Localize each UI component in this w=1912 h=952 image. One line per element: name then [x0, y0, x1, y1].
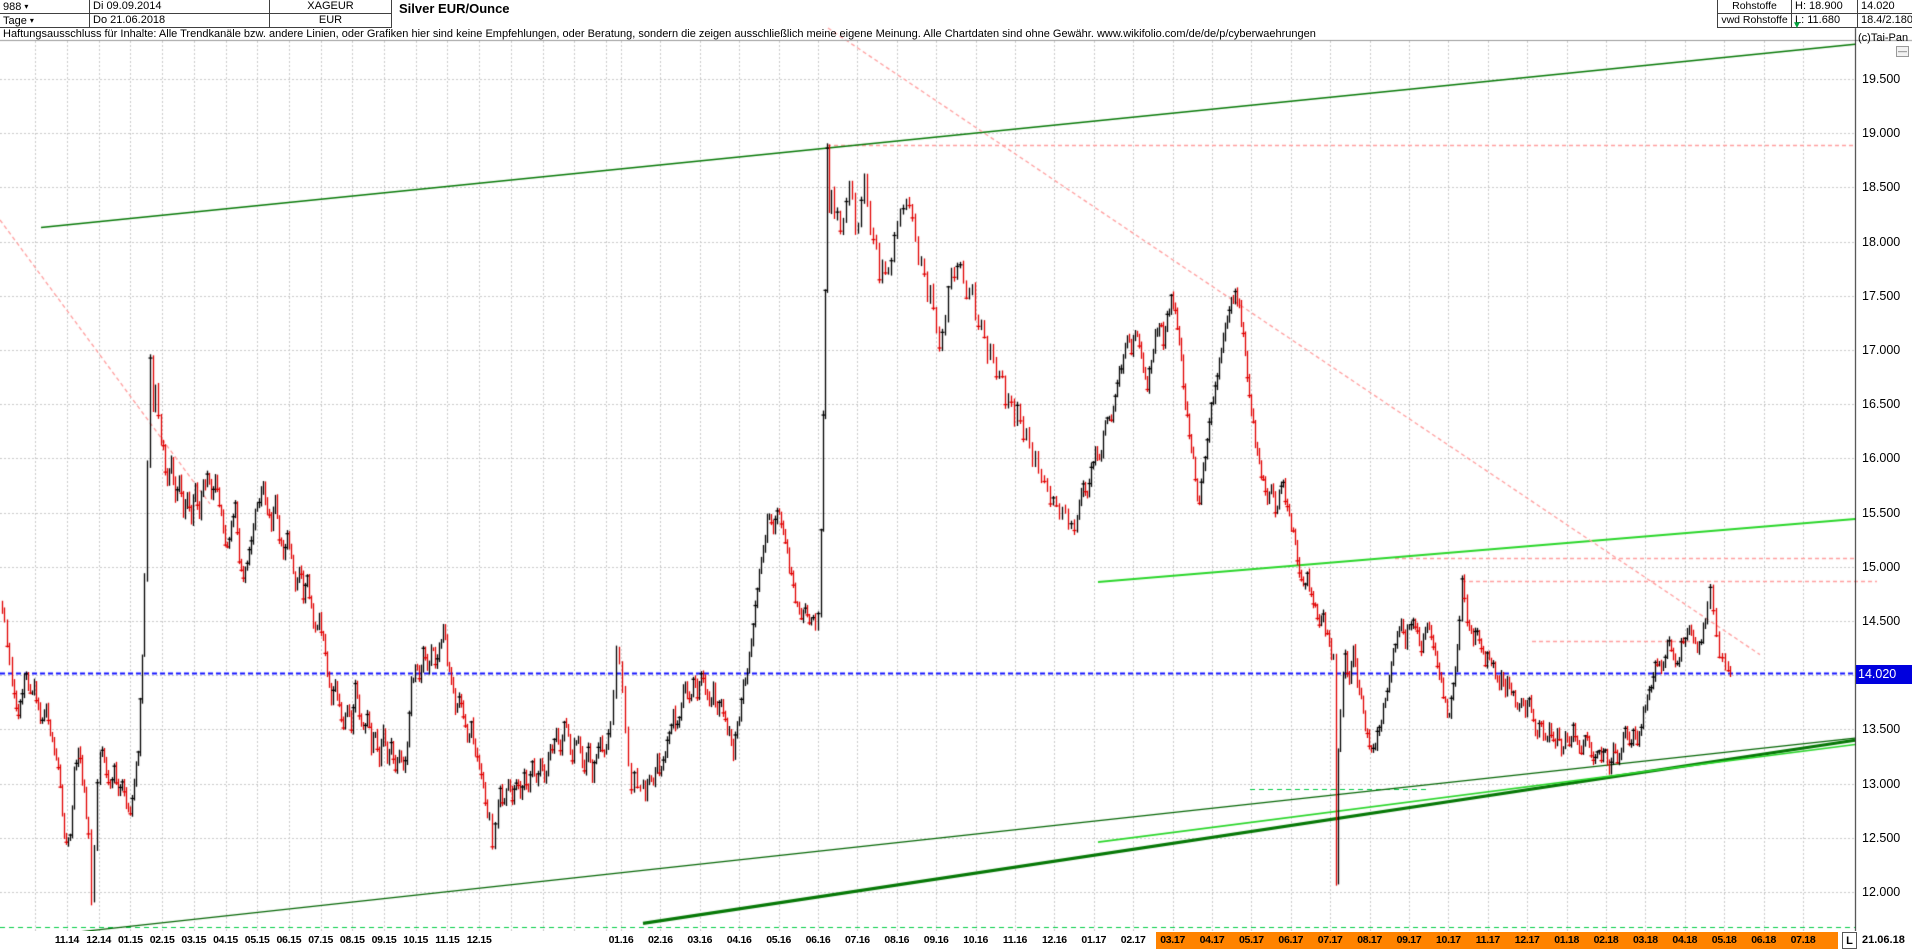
time-axis-label: 03.18 — [1633, 934, 1658, 946]
time-axis-label: 08.15 — [339, 934, 365, 946]
time-axis-label: 10.15 — [403, 934, 429, 946]
highlight-period-band — [1156, 932, 1838, 949]
time-axis-label: 11.15 — [435, 934, 460, 946]
period-low-label: L: 11.680 — [1792, 14, 1858, 28]
green-marker-icon: ▼ — [1792, 20, 1802, 31]
time-axis-label: 01.16 — [608, 934, 634, 946]
time-axis-label: 12.15 — [466, 934, 492, 946]
time-axis-label: 05.15 — [244, 934, 270, 946]
time-axis-label: 02.15 — [149, 934, 175, 946]
symbol-label: XAGEUR — [270, 0, 392, 14]
time-axis-label: 06.17 — [1278, 934, 1304, 946]
price-axis-label: 17.500 — [1862, 288, 1901, 303]
time-axis-label: 01.18 — [1554, 934, 1579, 946]
time-axis-label: 06.16 — [805, 934, 831, 946]
time-axis-label: 11.14 — [54, 934, 80, 946]
time-axis-label: 12.17 — [1514, 934, 1540, 946]
last-price-label: 14.020 — [1858, 0, 1912, 14]
currency-label: EUR — [270, 14, 392, 28]
end-date-field[interactable]: Do 21.06.2018 — [90, 14, 270, 28]
bars-count-dropdown[interactable]: 988 ▾ — [0, 0, 90, 14]
time-axis-label: 07.16 — [845, 934, 870, 946]
last-price-tag: 14.020 — [1856, 665, 1912, 684]
time-axis-label: 01.15 — [118, 934, 143, 946]
time-axis-label: 04.16 — [726, 934, 752, 946]
time-axis-label: 02.17 — [1120, 934, 1146, 946]
price-axis-label: 16.500 — [1862, 397, 1901, 412]
time-axis-label: 06.18 — [1751, 934, 1776, 946]
copyright-watermark: (c)Tai-Pan — [1858, 32, 1909, 44]
time-axis-label: 09.17 — [1396, 934, 1422, 946]
time-axis-label: 06.15 — [276, 934, 302, 946]
time-axis-label: 09.16 — [923, 934, 949, 946]
time-axis-label: 02.18 — [1593, 934, 1619, 946]
time-axis-label: 04.17 — [1199, 934, 1225, 946]
category-label: Rohstoffe — [1717, 0, 1792, 14]
time-axis-label: 04.18 — [1672, 934, 1698, 946]
time-axis-label: 10.16 — [963, 934, 988, 946]
last-bar-marker: L — [1842, 932, 1857, 949]
time-axis-label: 08.16 — [884, 934, 910, 946]
time-axis-label: 12.16 — [1042, 934, 1067, 946]
time-axis-label: 07.15 — [308, 934, 333, 946]
time-axis[interactable]: 11.14 12.14 01.15 02.15 03.15 04.15 05.15 06.15… — [0, 931, 1912, 951]
info-value-label: 18.4/2.180 — [1858, 14, 1912, 28]
time-axis-label: 11.17 — [1475, 934, 1501, 946]
price-axis-label: 15.000 — [1862, 559, 1901, 574]
time-axis-label: 12.14 — [86, 934, 112, 946]
price-axis-label: 18.500 — [1862, 180, 1901, 195]
chart-title: Silver EUR/Ounce — [399, 1, 510, 16]
time-axis-label: 08.17 — [1357, 934, 1382, 946]
price-axis-label: 17.000 — [1862, 343, 1901, 357]
last-date-label: 21.06.18 — [1862, 934, 1905, 946]
time-axis-label: 05.17 — [1239, 934, 1264, 946]
price-axis-label: 15.500 — [1862, 505, 1901, 520]
time-axis-label: 05.18 — [1711, 934, 1737, 946]
time-axis-label: 10.17 — [1436, 934, 1461, 946]
timeframe-dropdown[interactable]: Tage ▾ — [0, 14, 90, 28]
price-axis-label: 13.000 — [1862, 776, 1901, 791]
time-axis-label: 03.15 — [181, 934, 207, 946]
collapse-button[interactable]: — — [1896, 46, 1909, 57]
time-axis-label: 02.16 — [648, 934, 673, 946]
time-axis-label: 01.17 — [1081, 934, 1107, 946]
time-axis-label: 05.16 — [766, 934, 791, 946]
price-axis-label: 12.500 — [1862, 830, 1901, 845]
price-axis-label: 13.500 — [1862, 722, 1901, 737]
price-axis-label: 16.000 — [1862, 451, 1901, 466]
data-source-label: vwd Rohstoffe — [1717, 14, 1792, 28]
time-axis-label: 04.15 — [213, 934, 238, 946]
price-axis-label: 19.000 — [1862, 126, 1901, 141]
time-axis-label: 09.15 — [371, 934, 397, 946]
time-axis-label: 03.16 — [687, 934, 713, 946]
dropdown-arrow-icon: ▾ — [24, 2, 29, 11]
price-axis-label: 19.500 — [1862, 72, 1901, 86]
price-axis-label: 12.000 — [1862, 885, 1901, 899]
time-axis-label: 07.17 — [1317, 934, 1343, 946]
time-axis-label: 11.16 — [1002, 934, 1028, 946]
disclaimer-text: Haftungsausschluss für Inhalte: Alle Tre… — [3, 28, 1316, 40]
time-axis-label: 07.18 — [1790, 934, 1816, 946]
price-axis-label: 14.500 — [1862, 614, 1901, 628]
time-axis-label: 03.17 — [1160, 934, 1185, 946]
bars-count-value: 988 — [3, 1, 22, 13]
timeframe-value: Tage — [3, 15, 27, 27]
period-high-label: H: 18.900 — [1792, 0, 1858, 14]
price-axis-label: 18.000 — [1862, 234, 1901, 249]
start-date-field[interactable]: Di 09.09.2014 — [90, 0, 270, 14]
dropdown-arrow-icon: ▾ — [29, 16, 34, 25]
